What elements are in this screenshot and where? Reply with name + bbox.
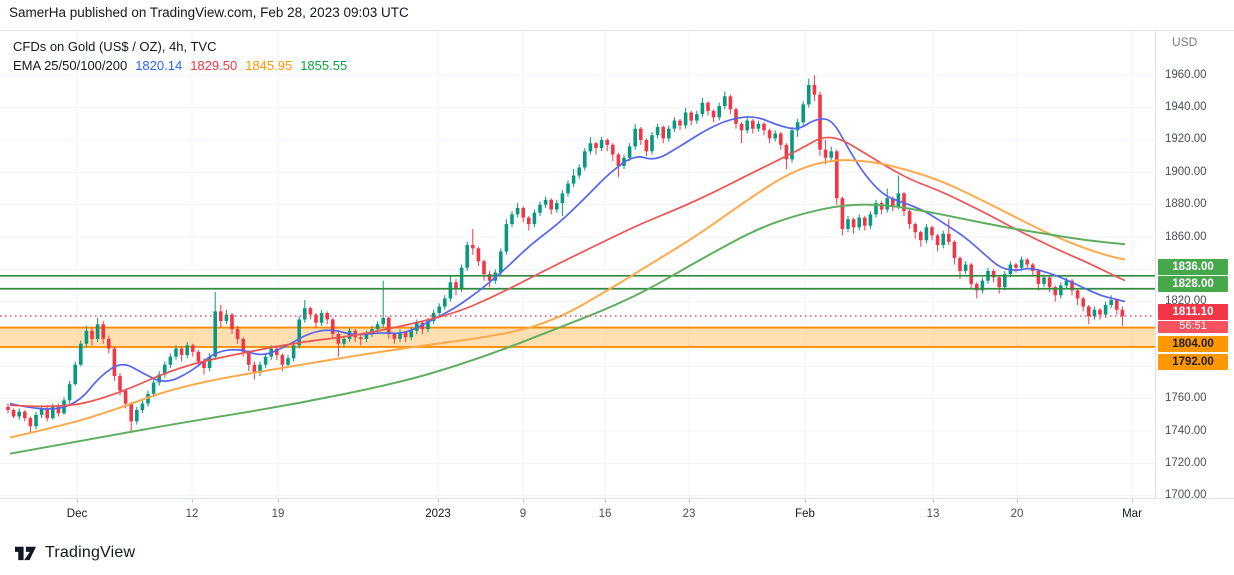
price-axis-label: 1920.00 (1165, 133, 1207, 146)
time-axis-tick (278, 499, 279, 503)
ema-25-line (9, 116, 1126, 410)
ema-indicator-legend[interactable]: EMA 25/50/100/200 1820.14 1829.50 1845.95 18… (13, 56, 347, 75)
time-axis-label: 13 (926, 508, 940, 520)
time-axis[interactable]: Dec 12 19 2023 9 16 23 Feb 13 20 Mar (0, 498, 1234, 537)
chart-legend[interactable]: CFDs on Gold (US$ / OZ), 4h, TVC EMA 25/… (13, 37, 347, 75)
price-badge-last-price: 1811.10 (1158, 304, 1228, 320)
price-badge-countdown: 56:51 (1158, 320, 1228, 333)
price-badge-zone: 1792.00 (1158, 353, 1228, 370)
ema-50-line (9, 136, 1126, 408)
price-axis-label: 1900.00 (1165, 165, 1207, 178)
time-axis-label: 2023 (425, 508, 451, 520)
ema-indicator-label: EMA 25/50/100/200 (13, 58, 128, 73)
price-badge-level: 1828.00 (1158, 275, 1228, 292)
footer: TradingView (0, 535, 1234, 575)
chart-canvas[interactable] (0, 31, 1155, 498)
ema-value: 1845.95 (245, 58, 293, 73)
resistance-lines (0, 274, 1155, 290)
grid-layer (0, 31, 1155, 498)
price-axis-label: 1940.00 (1165, 101, 1207, 114)
time-axis-tick (1017, 499, 1018, 503)
time-axis-label: Feb (795, 508, 815, 520)
time-axis-label: 12 (185, 508, 199, 520)
price-axis-label: 1960.00 (1165, 68, 1207, 81)
support-zone (0, 326, 1155, 348)
time-axis-tick (689, 499, 690, 503)
ema-value: 1820.14 (135, 58, 183, 73)
time-axis-label: 23 (682, 508, 696, 520)
published-header: SamerHa published on TradingView.com, Fe… (9, 5, 409, 20)
time-axis-label: 16 (598, 508, 612, 520)
time-axis-label: Dec (66, 508, 88, 520)
time-axis-tick (605, 499, 606, 503)
ema-value: 1829.50 (190, 58, 238, 73)
time-axis-label: 9 (519, 508, 527, 520)
price-badge-zone: 1804.00 (1158, 336, 1228, 352)
ema-value: 1855.55 (300, 58, 348, 73)
tradingview-logo-link[interactable]: TradingView (13, 542, 135, 563)
chart-pane[interactable]: CFDs on Gold (US$ / OZ), 4h, TVC EMA 25/… (0, 31, 1155, 498)
ema-100-line (9, 159, 1126, 439)
time-axis-label: Mar (1122, 508, 1142, 520)
time-axis-tick (77, 499, 78, 503)
published-line: SamerHa published on TradingView.com, Fe… (9, 5, 409, 20)
price-axis-label: 1720.00 (1165, 456, 1207, 469)
price-badge-level: 1836.00 (1158, 259, 1228, 275)
price-axis-label: 1760.00 (1165, 392, 1207, 405)
time-axis-tick (805, 499, 806, 503)
time-axis-label: 19 (271, 508, 285, 520)
symbol-title[interactable]: CFDs on Gold (US$ / OZ), 4h, TVC (13, 39, 217, 54)
time-axis-tick (933, 499, 934, 503)
time-axis-tick (438, 499, 439, 503)
price-axis-label: 1860.00 (1165, 230, 1207, 243)
price-axis-label: 1880.00 (1165, 198, 1207, 211)
time-axis-tick (523, 499, 524, 503)
ema-200-line (9, 203, 1126, 455)
time-axis-label: 20 (1010, 508, 1024, 520)
chart-widget: CFDs on Gold (US$ / OZ), 4h, TVC EMA 25/… (0, 30, 1234, 537)
time-axis-tick (192, 499, 193, 503)
currency-label: USD (1172, 35, 1198, 49)
tradingview-logo-text: TradingView (45, 543, 136, 561)
candlestick-layer (6, 75, 1125, 433)
price-axis[interactable]: USD 1960.00 1940.00 1920.00 1900.00 1880.00 1… (1155, 31, 1234, 536)
time-axis-tick (1132, 499, 1133, 503)
tradingview-logo-icon (15, 546, 36, 561)
price-axis-label: 1740.00 (1165, 424, 1207, 437)
